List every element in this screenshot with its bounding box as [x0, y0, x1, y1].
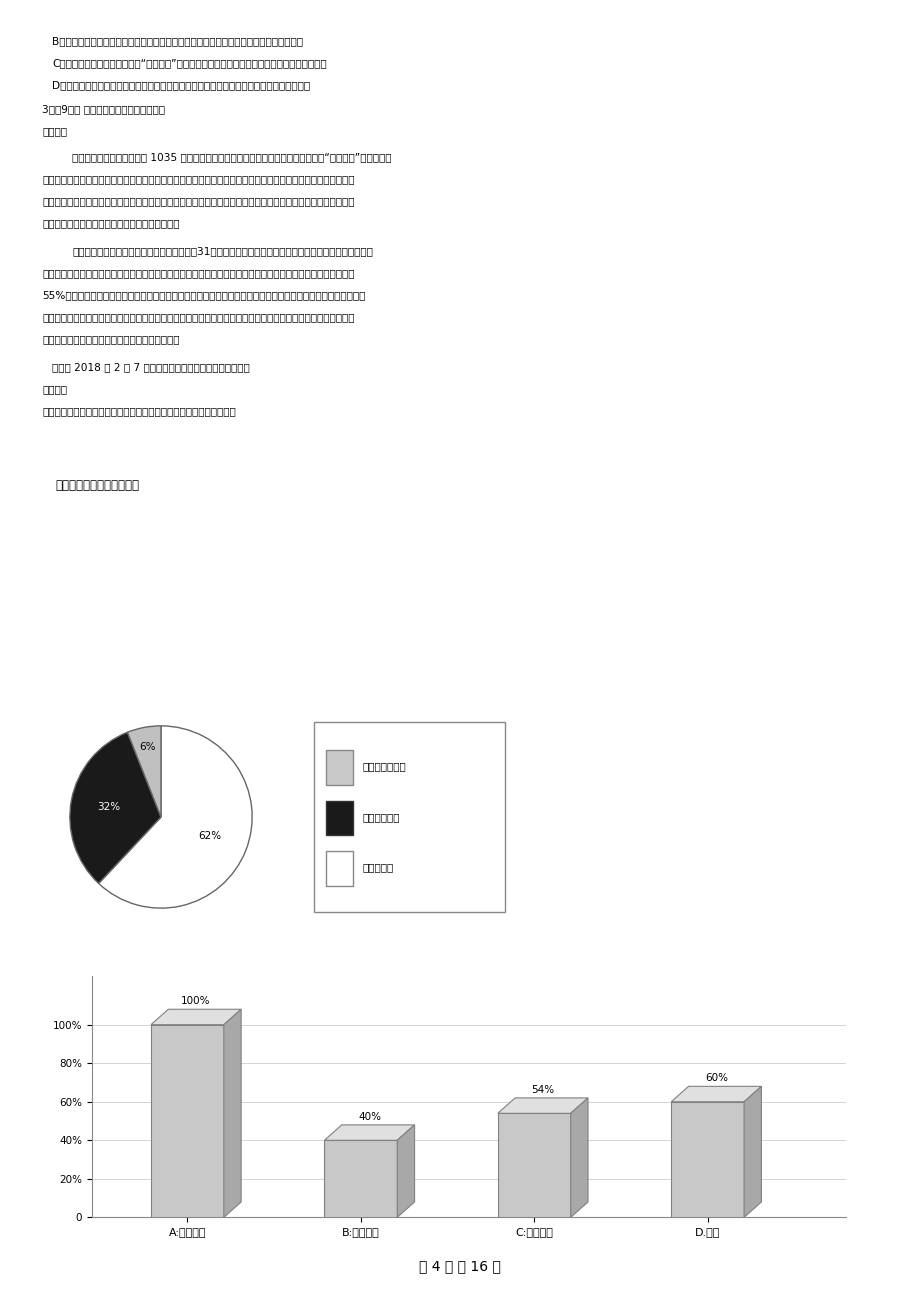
Polygon shape — [223, 1009, 241, 1217]
Text: 覆盖。二是传承项目种类丰富。各地各校充分发掘传统文化资源，培育传承项目，各级非物质文化遗产项目占比近: 覆盖。二是传承项目种类丰富。各地各校充分发掘传统文化资源，培育传承项目，各级非物… — [42, 268, 354, 279]
FancyBboxPatch shape — [314, 723, 504, 911]
Text: 62%: 62% — [199, 832, 221, 841]
Polygon shape — [743, 1086, 761, 1217]
FancyBboxPatch shape — [326, 852, 352, 885]
Text: B．如果不经过高度修饰、提炼和改造，鲁迅作品的文学语言就很难形成自我鲜明的风格。: B．如果不经过高度修饰、提炼和改造，鲁迅作品的文学语言就很难形成自我鲜明的风格。 — [52, 36, 302, 46]
Polygon shape — [497, 1098, 587, 1113]
Text: 有一定的了解: 有一定的了解 — [362, 812, 400, 822]
Text: D．只要文学把故事编得好看，而且还有语言上的硬功夫，这样文学精品就不会是空中楼阁。: D．只要文学把故事编得好看，而且还有语言上的硬功夫，这样文学精品就不会是空中楼阁… — [52, 79, 310, 90]
Polygon shape — [397, 1125, 414, 1217]
FancyBboxPatch shape — [326, 750, 352, 785]
Text: 有比较多的了解: 有比较多的了解 — [362, 762, 406, 772]
Polygon shape — [671, 1086, 761, 1101]
Text: 助推，营造向真、向善、向美、向上的校园文化。: 助推，营造向真、向善、向美、向上的校园文化。 — [42, 335, 179, 344]
Text: 3．（9分） 阅读下面的文字，完成小题。: 3．（9分） 阅读下面的文字，完成小题。 — [42, 104, 165, 115]
Text: 中小学开展传承学校创建活动，旨在全面贯彻落实党的十九大精神，以社会主义核心价值观为引领，根植中华优秀: 中小学开展传承学校创建活动，旨在全面贯彻落实党的十九大精神，以社会主义核心价值观… — [42, 174, 354, 184]
Text: 32%: 32% — [97, 802, 120, 812]
Text: 54%: 54% — [531, 1085, 554, 1095]
Text: 教师对传统文化的了解程度: 教师对传统文化的了解程度 — [55, 479, 139, 492]
Text: 第 4 页 共 16 页: 第 4 页 共 16 页 — [419, 1259, 500, 1273]
Wedge shape — [70, 732, 161, 884]
Text: 的过程中，培育深厚的民族情感，增强文化自信。: 的过程中，培育深厚的民族情感，增强文化自信。 — [42, 217, 179, 228]
Text: 近日，教育部公布了第二批 1035 所全国中小学中华优秀文化艺术传承学校（以下简称“传承学校”）。在全国: 近日，教育部公布了第二批 1035 所全国中小学中华优秀文化艺术传承学校（以下简… — [72, 152, 391, 161]
Polygon shape — [324, 1125, 414, 1141]
Bar — [671, 1101, 743, 1217]
Wedge shape — [98, 727, 252, 907]
Text: 60%: 60% — [704, 1073, 727, 1083]
Text: 100%: 100% — [181, 996, 210, 1006]
Text: 40%: 40% — [357, 1112, 380, 1122]
Wedge shape — [128, 727, 161, 818]
Text: 55%。三是凸显育人特质。传承学校以教育教学为基础，以实践活动为载体，以师资队伍建设为支撇，采取专兼职: 55%。三是凸显育人特质。传承学校以教育教学为基础，以实践活动为载体，以师资队伍… — [42, 290, 365, 299]
Text: 教师结合的方法，聘请社会艺术工作者、民间艺人、非遗传承人进校园开展传承项目教育教学活动。以成果展示为: 教师结合的方法，聘请社会艺术工作者、民间艺人、非遗传承人进校园开展传承项目教育教… — [42, 312, 354, 322]
FancyBboxPatch shape — [326, 801, 352, 835]
Bar — [497, 1113, 570, 1217]
Text: 某杂志社进行了一次关于传统文化进校园的调查，部分调查结果如下：: 某杂志社进行了一次关于传统文化进校园的调查，部分调查结果如下： — [42, 406, 235, 417]
Text: 传统文化深厚土壤，传承中华文化基因，引导青少年学生在学习中华优秀传统文化艺术、参与丰富多彩的美育活动: 传统文化深厚土壤，传承中华文化基因，引导青少年学生在学习中华优秀传统文化艺术、参… — [42, 197, 354, 206]
Text: 6%: 6% — [140, 742, 155, 753]
Text: 材料一：: 材料一： — [42, 126, 67, 135]
Polygon shape — [570, 1098, 587, 1217]
Text: 了解一点点: 了解一点点 — [362, 862, 393, 872]
Text: （摘自 2018 年 2 月 7 日中华人民共和国教育部网，有删改）: （摘自 2018 年 2 月 7 日中华人民共和国教育部网，有删改） — [52, 362, 249, 372]
Polygon shape — [151, 1009, 241, 1025]
Text: 第二批传承学校体现了三个特点。一是实现了31个省（区、市）全覆盖，实现了城区、镇区和乡村学校的全: 第二批传承学校体现了三个特点。一是实现了31个省（区、市）全覆盖，实现了城区、镇… — [72, 246, 372, 256]
Bar — [151, 1025, 223, 1217]
Text: C．如果有了对语言如琢如磨的“工匠精神”，我们的文学语言也会由贫乏、干瘪变得丰富、鲜活。: C．如果有了对语言如琢如磨的“工匠精神”，我们的文学语言也会由贫乏、干瘪变得丰富… — [52, 59, 326, 68]
Text: 材料二：: 材料二： — [42, 384, 67, 395]
Bar — [324, 1141, 397, 1217]
